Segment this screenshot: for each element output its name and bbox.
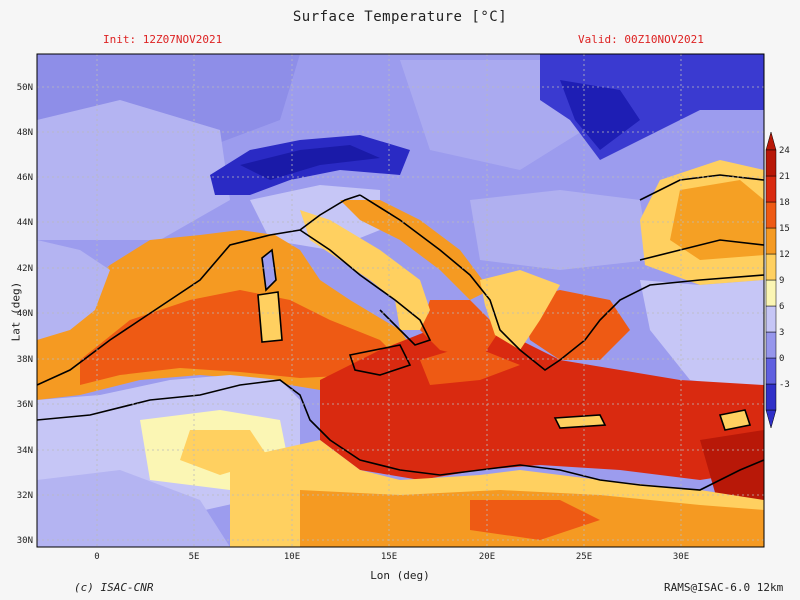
colorbar-label: -3 [779,380,790,390]
lon-tick-label: 5E [189,552,200,562]
lon-tick-label: 25E [576,552,592,562]
colorbar-label: 0 [779,354,784,364]
lat-tick-label: 46N [17,173,33,183]
y-axis-label: Lat (deg) [9,281,23,342]
colorbar-swatch [765,279,777,307]
lon-tick-label: 10E [284,552,300,562]
colorbar-label: 6 [779,302,784,312]
lat-tick-label: 32N [17,491,33,501]
colorbar-label: 18 [779,198,790,208]
model-label: RAMS@ISAC-6.0 12km [664,581,784,594]
lat-tick-label: 48N [17,128,33,138]
lat-ticks: 30N 32N 34N 36N 38N 40N 42N 44N 46N 48N … [17,83,33,546]
lat-tick-label: 42N [17,264,33,274]
colorbar-swatch [765,305,777,333]
colorbar-low-arrow [765,409,777,429]
colorbar-swatch [765,383,777,411]
colorbar-label: 12 [779,250,790,260]
colorbar-swatch [765,253,777,281]
colorbar-swatch [765,357,777,385]
x-axis-label: Lon (deg) [370,569,430,582]
lon-tick-label: 0 [94,552,99,562]
lat-tick-label: 40N [17,309,33,319]
lon-tick-label: 20E [479,552,495,562]
lon-tick-label: 15E [381,552,397,562]
colorbar-swatch [765,149,777,177]
init-time: Init: 12Z07NOV2021 [103,33,223,46]
colorbar-label: 24 [779,146,790,156]
colorbar-swatch [765,331,777,359]
colorbar-swatch [765,201,777,229]
lat-tick-label: 38N [17,355,33,365]
lat-tick-label: 30N [17,536,33,546]
colorbar-swatch [765,175,777,203]
lat-tick-label: 50N [17,83,33,93]
map-title: Surface Temperature [°C] [292,9,508,25]
valid-time: Valid: 00Z10NOV2021 [578,33,704,46]
lat-tick-label: 44N [17,218,33,228]
colorbar-label: 9 [779,276,784,286]
copyright: (c) ISAC-CNR [74,581,154,594]
colorbar-high-arrow [765,131,777,151]
colorbar-label: 15 [779,224,790,234]
lat-tick-label: 34N [17,446,33,456]
map-field [37,54,764,547]
colorbar-label: 21 [779,172,790,182]
lon-tick-label: 30E [673,552,689,562]
colorbar-label: 3 [779,328,784,338]
colorbar: -3 0 3 6 9 12 15 18 21 24 [765,131,790,429]
lat-tick-label: 36N [17,400,33,410]
lon-ticks: 0 5E 10E 15E 20E 25E 30E [94,552,689,562]
colorbar-swatch [765,227,777,255]
